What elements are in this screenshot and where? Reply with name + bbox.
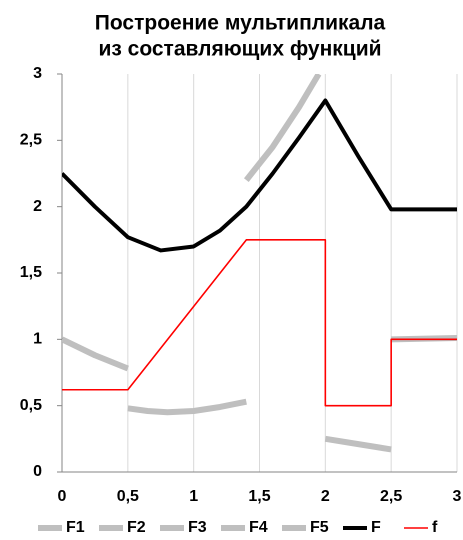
legend-label: F3 xyxy=(188,519,207,536)
y-tick-label: 0,5 xyxy=(20,397,42,414)
x-tick-label: 3 xyxy=(453,488,462,505)
x-tick-label: 2 xyxy=(321,488,330,505)
y-tick-label: 1,5 xyxy=(20,264,42,281)
legend-label: F5 xyxy=(310,519,329,536)
series-line xyxy=(324,435,392,453)
y-tick-label: 2,5 xyxy=(20,132,42,149)
series-line xyxy=(243,74,322,182)
legend-label: F xyxy=(371,519,381,536)
legend-label: F1 xyxy=(66,519,85,536)
series-line xyxy=(62,98,457,253)
legend-label: F4 xyxy=(249,519,268,536)
series-line xyxy=(127,398,247,416)
x-tick-label: 0 xyxy=(58,488,67,505)
x-tick-label: 1,5 xyxy=(248,488,270,505)
y-tick-label: 0 xyxy=(33,463,42,480)
legend-label: F2 xyxy=(127,519,146,536)
legend-label: f xyxy=(432,519,438,536)
chart-title: Построение мультипликала xyxy=(95,12,386,35)
y-tick-label: 2 xyxy=(33,198,42,215)
series-line xyxy=(62,239,457,407)
chart-title: из составляющих функций xyxy=(98,38,381,61)
x-tick-label: 1 xyxy=(189,488,198,505)
x-tick-label: 2,5 xyxy=(380,488,402,505)
y-tick-label: 3 xyxy=(33,65,42,82)
x-tick-label: 0,5 xyxy=(117,488,139,505)
series-line xyxy=(62,336,129,372)
y-tick-label: 1 xyxy=(33,331,42,348)
